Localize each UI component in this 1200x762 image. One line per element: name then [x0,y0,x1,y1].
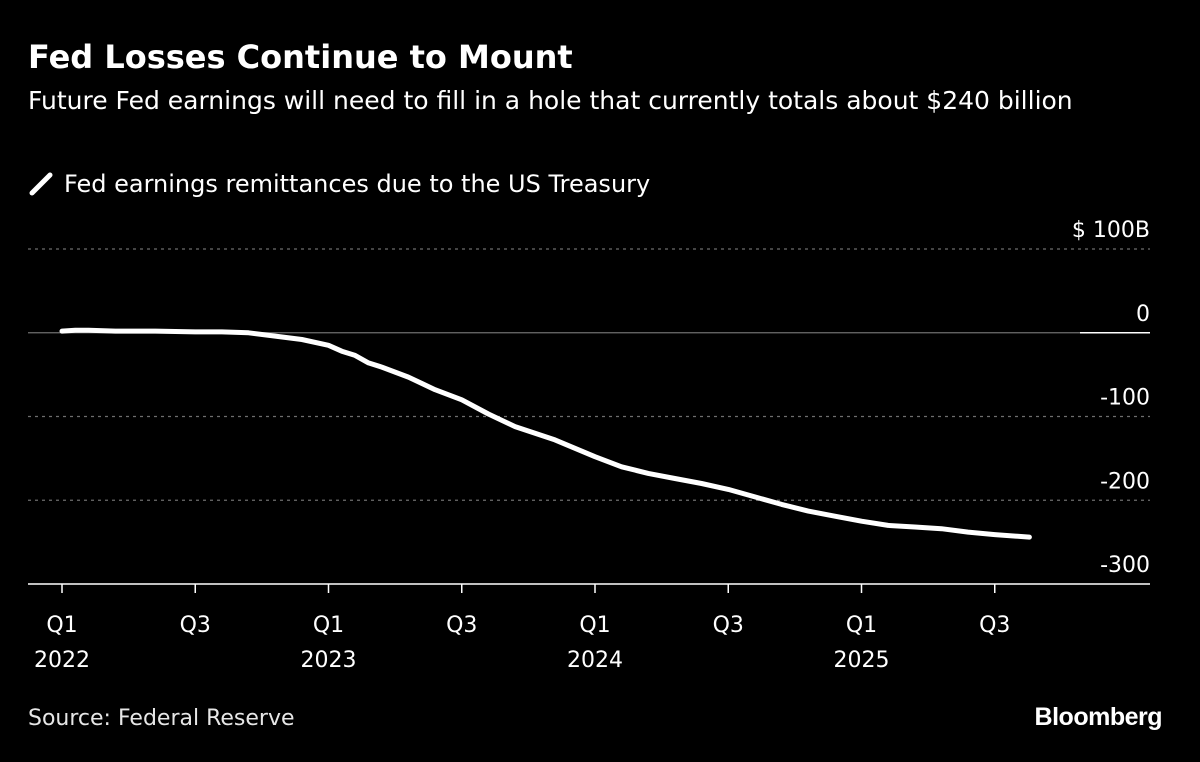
x-tick-label: Q1 [313,613,344,638]
source-note: Source: Federal Reserve [28,706,295,731]
x-tick-label: Q1 [846,613,877,638]
x-tick-label: Q1 [46,613,77,638]
bloomberg-logo: Bloomberg [1034,703,1163,731]
y-tick-label: -300 [1100,553,1150,578]
y-tick-label: -100 [1100,386,1150,411]
x-tick-label: Q3 [713,613,744,638]
y-tick-label: 0 [1136,302,1150,327]
legend-label: Fed earnings remittances due to the US T… [64,170,651,198]
x-tick-year-label: 2023 [301,648,357,673]
y-tick-label: $ 100B [1072,218,1150,243]
chart-title: Fed Losses Continue to Mount [28,38,573,76]
x-tick-label: Q3 [180,613,211,638]
series-line-0 [59,327,1032,540]
x-tick-year-label: 2025 [834,648,890,673]
x-tick-year-label: 2022 [34,648,90,673]
legend: Fed earnings remittances due to the US T… [28,170,650,198]
x-tick-label: Q3 [979,613,1010,638]
x-tick-label: Q3 [446,613,477,638]
x-tick-label: Q1 [579,613,610,638]
legend-line-icon [29,172,53,196]
chart-subtitle: Future Fed earnings will need to fill in… [28,86,1073,115]
y-tick-label: -200 [1100,469,1150,494]
x-tick-year-label: 2024 [567,648,623,673]
